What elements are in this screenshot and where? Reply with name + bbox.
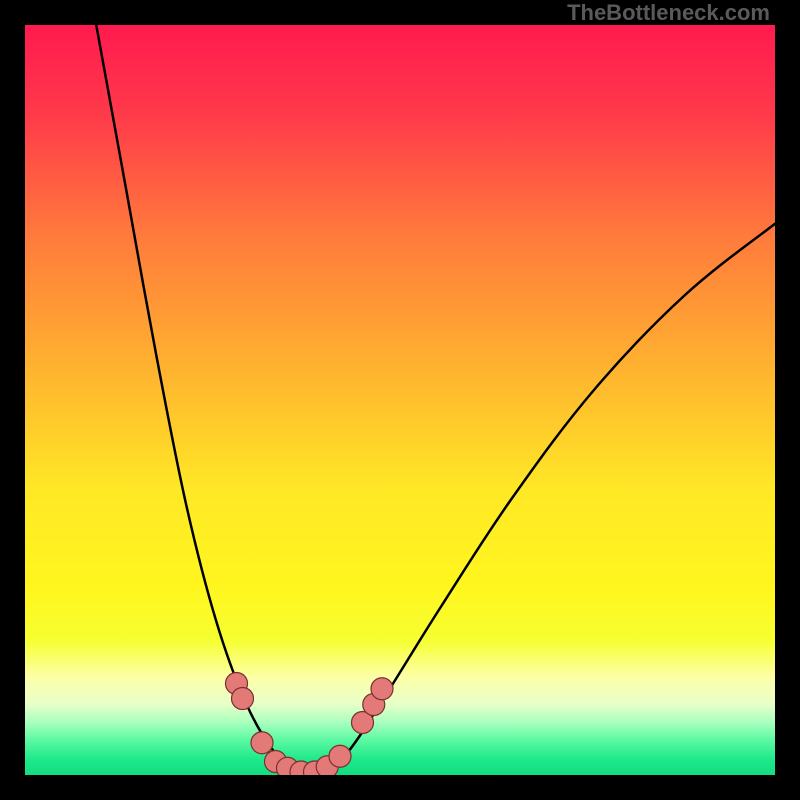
chart-svg (25, 25, 775, 775)
curve-marker (371, 678, 393, 700)
curve-marker (329, 745, 351, 767)
curve-marker (251, 732, 273, 754)
plot-area (25, 25, 775, 775)
watermark-text: TheBottleneck.com (567, 0, 770, 26)
curve-marker (232, 688, 254, 710)
gradient-background (25, 25, 775, 775)
